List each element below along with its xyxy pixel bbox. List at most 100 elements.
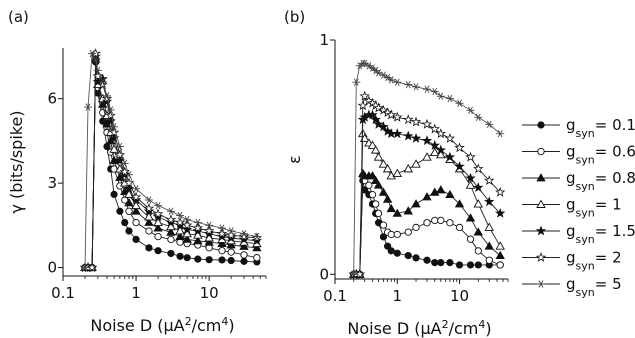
data-point <box>218 247 226 255</box>
data-point <box>366 62 372 70</box>
data-point <box>410 132 422 143</box>
legend-marker <box>537 121 545 129</box>
data-point <box>109 155 119 164</box>
legend-value: = 1.5 <box>595 222 635 240</box>
data-point <box>497 130 503 138</box>
data-point <box>193 230 203 239</box>
data-point <box>362 59 368 68</box>
legend-value: = 0.6 <box>595 143 635 161</box>
data-point <box>403 130 414 141</box>
y-tick-label: 0 <box>47 259 57 277</box>
y-tick-label: 1 <box>319 31 329 49</box>
legend-label: gsyn= 1 <box>566 196 622 220</box>
data-point <box>153 217 163 226</box>
y-axis-label: γ (bits/spike) <box>7 110 26 213</box>
x-axis-label-part: Noise D (μA <box>90 316 184 335</box>
data-point <box>465 180 476 189</box>
x-axis-label: Noise D (μA2/cm4) <box>90 315 234 336</box>
data-point <box>351 270 357 279</box>
data-point <box>225 232 237 243</box>
data-point <box>412 254 420 262</box>
data-point <box>206 221 212 230</box>
data-point <box>495 241 505 250</box>
data-point <box>495 186 506 197</box>
data-point <box>392 111 403 122</box>
data-point <box>435 144 446 155</box>
data-point <box>394 78 400 86</box>
data-point <box>429 123 440 134</box>
data-point <box>168 207 174 215</box>
data-point <box>379 233 388 241</box>
data-point <box>438 92 444 100</box>
data-point <box>101 96 113 106</box>
data-point <box>145 244 153 252</box>
data-point <box>484 196 495 207</box>
data-point <box>131 200 141 210</box>
legend-label: gsyn= 5 <box>566 275 622 299</box>
data-point <box>484 175 495 185</box>
x-tick-label: 1 <box>392 287 402 305</box>
data-point <box>117 142 123 151</box>
data-point <box>376 69 381 77</box>
data-point <box>393 249 401 257</box>
data-point <box>240 251 248 259</box>
data-point <box>484 241 494 250</box>
data-point <box>254 232 260 241</box>
legend-subscript: syn <box>576 180 595 193</box>
data-point <box>445 189 455 199</box>
y-tick-label: 3 <box>47 174 57 192</box>
data-point <box>252 243 262 252</box>
series-5 <box>349 59 505 279</box>
data-point <box>177 211 183 220</box>
data-point <box>183 254 191 262</box>
data-point <box>143 202 155 213</box>
x-tick-label: 1 <box>131 284 141 302</box>
data-point <box>431 258 439 267</box>
data-point <box>430 187 440 196</box>
data-point <box>386 203 396 213</box>
data-point <box>241 230 247 238</box>
data-point <box>144 217 154 226</box>
data-point <box>444 151 456 162</box>
data-point <box>155 201 161 210</box>
data-point <box>379 221 388 229</box>
data-point <box>382 194 393 203</box>
legend-value: = 5 <box>595 275 622 293</box>
data-point <box>365 181 373 189</box>
data-point <box>404 228 412 236</box>
legend-marker <box>536 173 546 182</box>
x-tick-label: 0.1 <box>51 284 75 302</box>
data-point <box>175 226 185 235</box>
x-axis-label-superscript: 4 <box>221 315 228 328</box>
legend-marker <box>535 225 547 236</box>
data-point <box>386 109 397 120</box>
data-point <box>473 163 484 174</box>
data-point <box>192 222 204 233</box>
data-point <box>437 258 445 267</box>
data-point <box>454 161 465 171</box>
data-point <box>437 216 445 225</box>
data-point <box>203 228 215 239</box>
data-point <box>387 230 395 239</box>
x-axis-label-part: Noise D (μA <box>347 319 441 338</box>
legend-subscript: syn <box>576 153 595 166</box>
data-point <box>130 194 142 205</box>
data-point <box>108 106 114 114</box>
data-point <box>392 128 403 139</box>
data-point <box>436 149 446 159</box>
data-point <box>167 249 175 258</box>
legend-entry: gsyn= 2 <box>522 249 622 272</box>
legend-marker <box>537 147 545 156</box>
data-point <box>393 230 401 239</box>
legend-label: gsyn= 0.6 <box>566 143 635 167</box>
data-point <box>410 116 422 127</box>
data-point <box>251 235 263 246</box>
data-point <box>382 163 393 173</box>
data-point <box>353 78 359 86</box>
series-5 <box>80 49 261 272</box>
data-point <box>124 198 134 207</box>
data-point <box>370 64 375 72</box>
data-point <box>132 218 140 227</box>
legend-marker <box>536 199 546 208</box>
data-point <box>121 218 129 227</box>
